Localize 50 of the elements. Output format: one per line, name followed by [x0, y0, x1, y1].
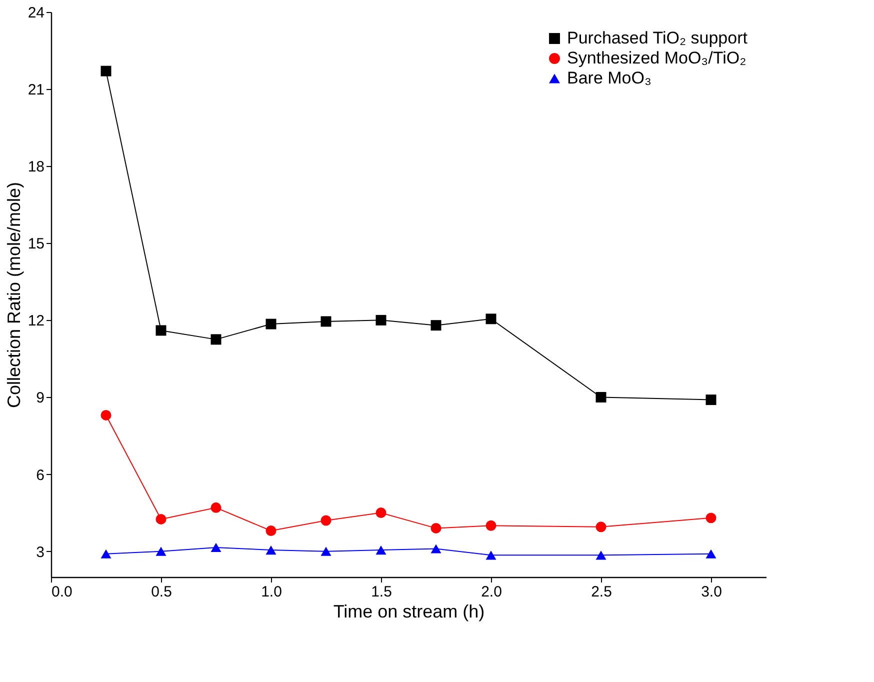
x-tick-label: 1.5 — [371, 584, 392, 600]
legend-label: Purchased TiO₂ support — [567, 28, 748, 48]
point — [430, 320, 442, 331]
y-tick-label: 6 — [36, 466, 44, 484]
x-tick-label: 0.0 — [52, 584, 72, 600]
point — [210, 334, 222, 345]
point — [266, 526, 276, 536]
point — [156, 514, 166, 524]
point — [376, 508, 386, 518]
point — [266, 318, 276, 330]
y-tick-label: 3 — [36, 544, 44, 561]
point — [596, 392, 606, 402]
point — [320, 515, 332, 526]
point — [596, 522, 606, 532]
point — [486, 520, 496, 531]
point — [706, 512, 716, 524]
point — [156, 546, 166, 556]
y-tick-label: 9 — [36, 390, 44, 407]
point — [156, 325, 166, 336]
point — [210, 542, 222, 552]
x-tick-label: 3.0 — [701, 584, 722, 600]
x-tick-label: 2.5 — [591, 584, 612, 600]
x-tick-label: 2.0 — [481, 584, 502, 600]
y-tick-label: 12 — [28, 312, 44, 330]
point — [210, 502, 222, 513]
x-axis-title: Time on stream (h) — [333, 602, 485, 622]
y-tick-label: 24 — [28, 4, 44, 22]
point — [100, 410, 112, 420]
point — [430, 544, 442, 554]
y-tick-label: 15 — [28, 236, 44, 253]
point — [486, 550, 496, 560]
point — [320, 546, 332, 556]
point — [706, 549, 716, 558]
point — [430, 522, 442, 534]
point — [320, 316, 332, 327]
point — [266, 545, 276, 555]
y-tick-label: 21 — [28, 82, 44, 99]
point — [486, 314, 496, 324]
point — [596, 550, 606, 560]
point — [100, 66, 112, 76]
x-tick-label: 1.0 — [261, 584, 282, 600]
x-tick-label: 0.5 — [151, 584, 172, 600]
point — [376, 314, 386, 326]
legend-label: Synthesized MoO₃/TiO₂ — [567, 48, 746, 68]
point — [706, 394, 716, 406]
y-axis-title: Collection Ratio (mole/mole) — [4, 182, 24, 408]
y-tick-label: 18 — [28, 158, 44, 176]
point — [376, 545, 386, 555]
legend-label: Bare MoO₃ — [567, 68, 652, 88]
point — [100, 549, 112, 558]
